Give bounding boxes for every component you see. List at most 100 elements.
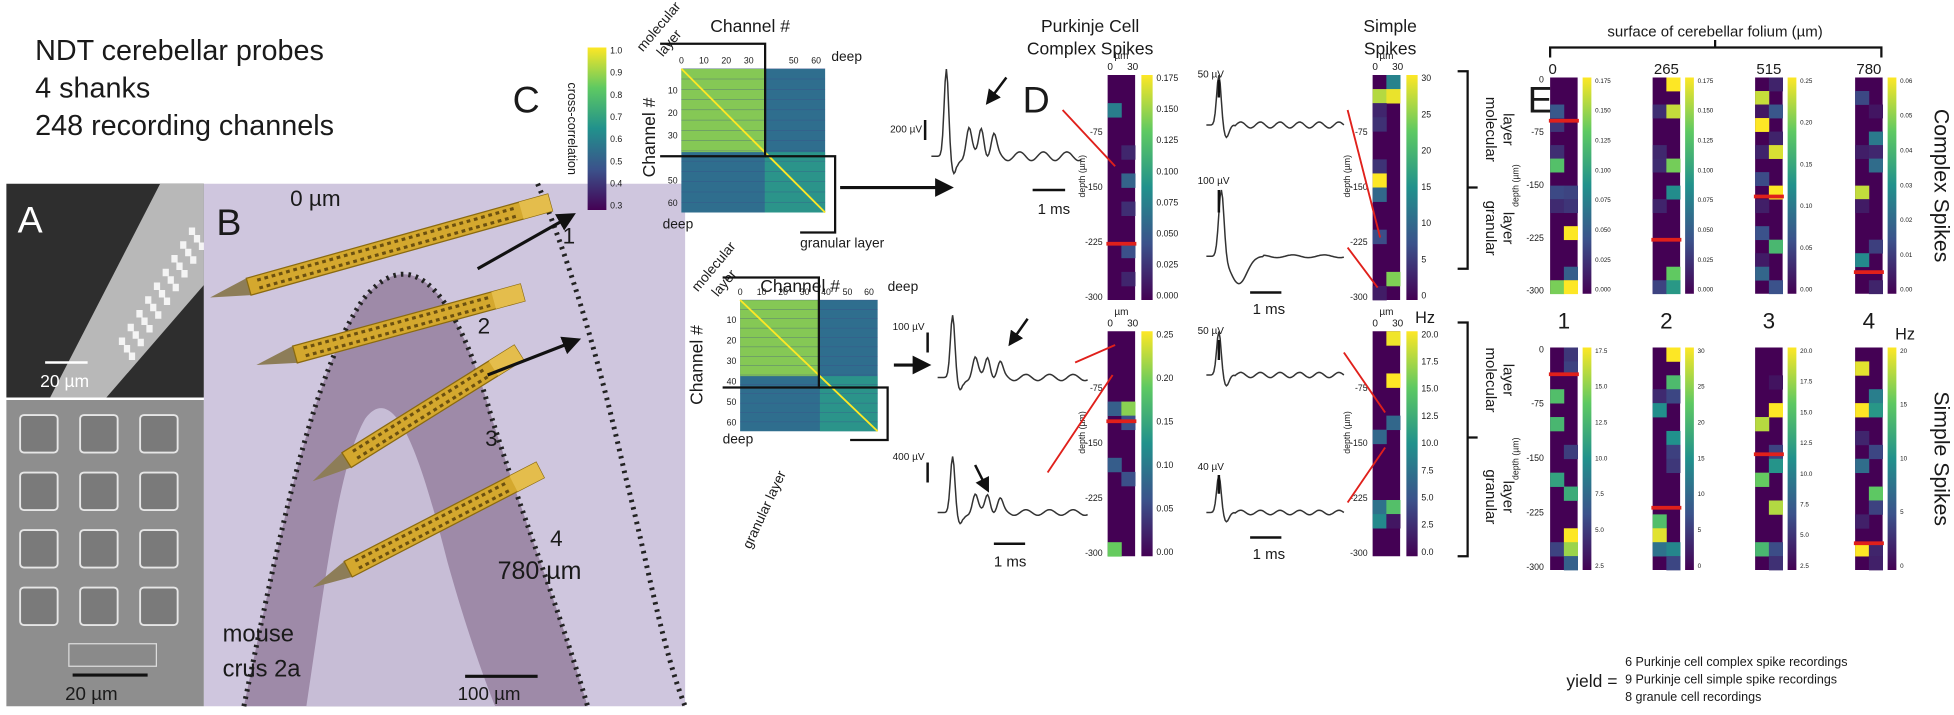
layer-label: molecular: [1482, 97, 1499, 162]
heatmap-cell: [1563, 542, 1578, 557]
site: [361, 554, 366, 559]
site: [386, 241, 392, 246]
colorbar-tick: 0: [1421, 291, 1426, 301]
site: [455, 304, 460, 309]
shank-end: [518, 194, 553, 220]
panel-label: E: [1528, 78, 1553, 120]
site: [437, 227, 442, 232]
site: [447, 388, 453, 394]
site: [460, 380, 466, 386]
colorbar-tick: 0.150: [1156, 104, 1178, 114]
site: [415, 408, 421, 413]
site: [350, 251, 356, 256]
heatmap-cell: [1386, 514, 1401, 529]
colorbar-tick: 5: [1421, 254, 1426, 264]
site: [473, 217, 478, 222]
site: [384, 551, 390, 556]
probe-pad: [198, 242, 206, 250]
site: [324, 339, 330, 344]
colorbar-tick: 20: [1421, 146, 1431, 156]
y-tick-label: 40: [727, 376, 737, 386]
bracket: [1457, 321, 1469, 558]
heatmap-cell: [1563, 226, 1578, 241]
heatmap-cell: [1755, 172, 1770, 186]
colorbar: [1787, 347, 1797, 570]
colorbar-tick: 0.025: [1595, 257, 1611, 264]
probe-pad: [190, 256, 197, 264]
site: [404, 540, 410, 546]
colorbar-tick: 10: [1900, 455, 1907, 462]
colorbar-tick: 0.075: [1698, 197, 1714, 204]
site: [411, 315, 417, 320]
site: [319, 349, 325, 354]
site: [406, 325, 412, 330]
heatmap-cell: [1386, 271, 1401, 287]
panel-label: C: [513, 78, 540, 120]
column-title: Purkinje Cell: [1041, 16, 1139, 36]
bracket: [818, 386, 889, 442]
colorbar-tick: 0.20: [1800, 120, 1813, 127]
site: [458, 513, 463, 518]
site: [487, 489, 493, 494]
site: [394, 537, 400, 542]
site: [426, 311, 431, 316]
colorbar-tick: 25: [1698, 384, 1705, 391]
x-tick-label: 0: [1372, 62, 1378, 73]
colorbar-tick: 0.7: [610, 112, 622, 122]
colorbar-tick: 0.050: [1698, 227, 1714, 234]
site: [352, 259, 358, 264]
site: [504, 216, 509, 221]
unit-label: µm: [1114, 51, 1128, 62]
colorbar-tick: 0.050: [1156, 228, 1178, 238]
site: [346, 333, 351, 338]
site: [490, 220, 495, 225]
site: [417, 241, 423, 246]
site: [446, 232, 452, 237]
shank-end: [488, 345, 524, 376]
colorbar-tick: 0.000: [1595, 287, 1611, 294]
site: [439, 234, 444, 240]
site: [422, 404, 427, 409]
scale-label: 1 ms: [1253, 301, 1286, 318]
heatmap-cell: [1755, 542, 1770, 557]
heatmap-cell: [1652, 403, 1667, 418]
y-tick-label: -300: [1526, 286, 1544, 296]
electrode-pad: [19, 471, 59, 511]
site: [479, 368, 485, 374]
site: [271, 273, 276, 278]
shank-number: 1: [1558, 308, 1571, 333]
heatmap-cell: [1666, 77, 1681, 92]
colorbar-tick: 17.5: [1800, 379, 1813, 386]
site: [336, 255, 341, 260]
site: [444, 225, 450, 230]
trace: [937, 456, 1088, 525]
heatmap-cell: [1768, 145, 1783, 159]
shank-tip: [312, 561, 353, 588]
colorbar-tick: 0.075: [1156, 197, 1178, 207]
site: [497, 218, 502, 223]
site: [381, 544, 386, 549]
heatmap-cell: [1768, 542, 1783, 557]
trace: [1206, 331, 1345, 387]
colorbar: [1582, 347, 1592, 570]
site: [339, 335, 344, 340]
layer-label: granular: [1482, 201, 1499, 256]
colorbar-tick: 0.10: [1156, 460, 1173, 470]
x-tick-label: 0: [1107, 62, 1113, 73]
electrode-pad: [19, 586, 59, 626]
header-line: 4 shanks: [35, 73, 150, 105]
site: [486, 304, 491, 309]
y-tick-label: -75: [1355, 383, 1368, 393]
header-line: 248 recording channels: [35, 110, 334, 142]
shank-number: 2: [478, 313, 491, 338]
colorbar: [1685, 77, 1694, 294]
electrode-pad: [19, 529, 59, 569]
site: [419, 415, 425, 420]
site: [483, 375, 489, 381]
yield-line: 9 Purkinje cell simple spike recordings: [1625, 672, 1837, 686]
y-tick-label: 30: [727, 356, 737, 366]
shank-end: [509, 462, 545, 492]
site: [410, 243, 416, 248]
heatmap-cell: [1563, 280, 1578, 295]
site: [431, 527, 437, 532]
